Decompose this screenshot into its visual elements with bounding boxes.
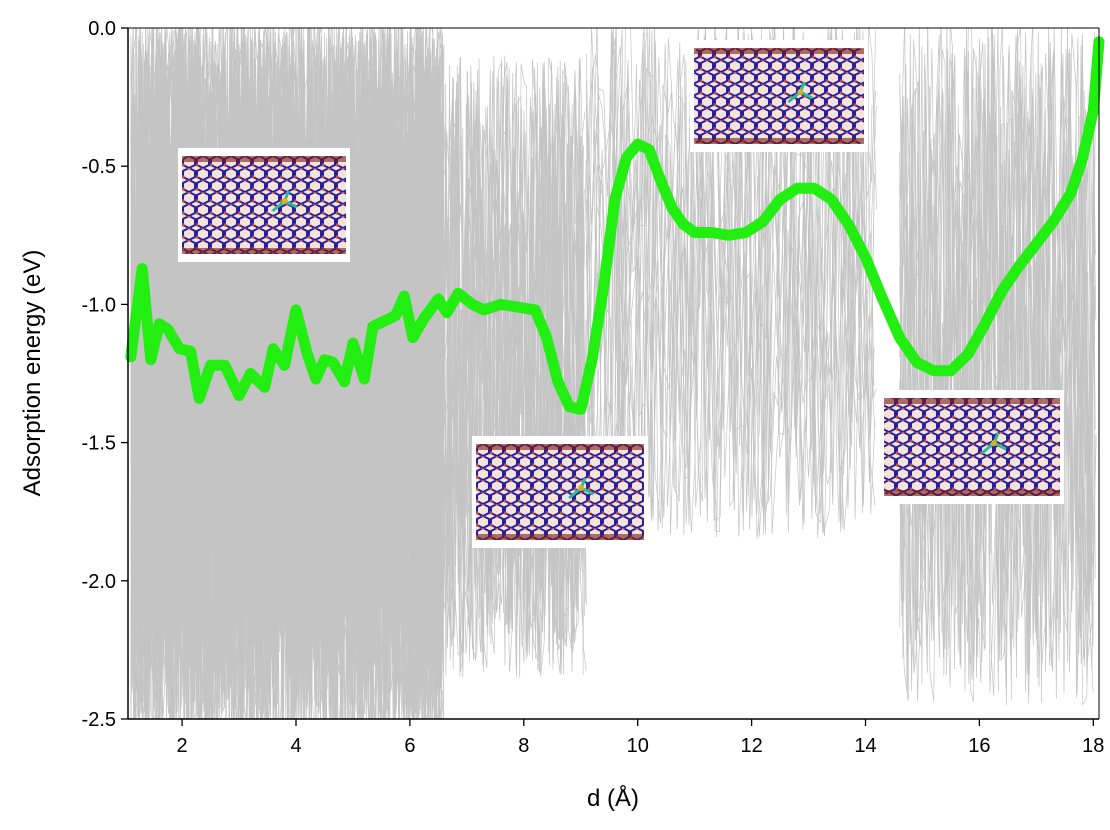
- smoothed-energy-curve: [125, 36, 1105, 415]
- y-tick-label: -1.0: [82, 294, 116, 316]
- nanotube-inset-3: [690, 40, 868, 152]
- y-tick-label: -1.5: [82, 433, 116, 455]
- x-tick-label: 12: [740, 735, 762, 757]
- x-ticks: 2 4 6 8 10 12 14 16 18: [177, 719, 1104, 757]
- trajectory-line: [586, 28, 877, 537]
- y-tick-label: 0.0: [88, 18, 116, 40]
- trajectory-line: [130, 28, 443, 719]
- axes: 2 4 6 8 10 12 14 16 18 0.0 -0.5 -1.0 -1.5 -2.0 -2.5: [82, 18, 1105, 757]
- trajectory-line: [586, 28, 875, 530]
- trajectory-line: [130, 28, 444, 719]
- x-tick-label: 16: [968, 735, 990, 757]
- x-tick-label: 10: [627, 735, 649, 757]
- y-axis-label: Adsorption energy (eV): [19, 250, 46, 497]
- x-tick-label: 4: [290, 735, 301, 757]
- x-tick-label: 8: [518, 735, 529, 757]
- x-axis-label: d (Å): [587, 784, 639, 812]
- x-tick-label: 6: [404, 735, 415, 757]
- y-tick-label: -0.5: [82, 156, 116, 178]
- plot-area: [125, 28, 1105, 719]
- y-tick-label: -2.5: [82, 709, 116, 731]
- nanotube-inset-1: [178, 148, 350, 262]
- nanotube-insets: [178, 40, 1064, 548]
- trajectory-line: [586, 28, 875, 533]
- nanotube-inset-2: [472, 436, 648, 548]
- trajectory-line: [899, 28, 1095, 678]
- raw-trajectory-lines: [130, 28, 1097, 719]
- x-tick-label: 14: [854, 735, 876, 757]
- y-tick-label: -2.0: [82, 571, 116, 593]
- y-ticks: 0.0 -0.5 -1.0 -1.5 -2.0 -2.5: [82, 18, 128, 731]
- trajectory-line: [432, 57, 584, 669]
- trajectory-line: [432, 84, 585, 669]
- x-tick-label: 2: [177, 735, 188, 757]
- nanotube-inset-4: [880, 390, 1064, 504]
- trajectory-line: [586, 28, 873, 540]
- x-tick-label: 18: [1082, 735, 1104, 757]
- trajectory-line: [130, 28, 444, 719]
